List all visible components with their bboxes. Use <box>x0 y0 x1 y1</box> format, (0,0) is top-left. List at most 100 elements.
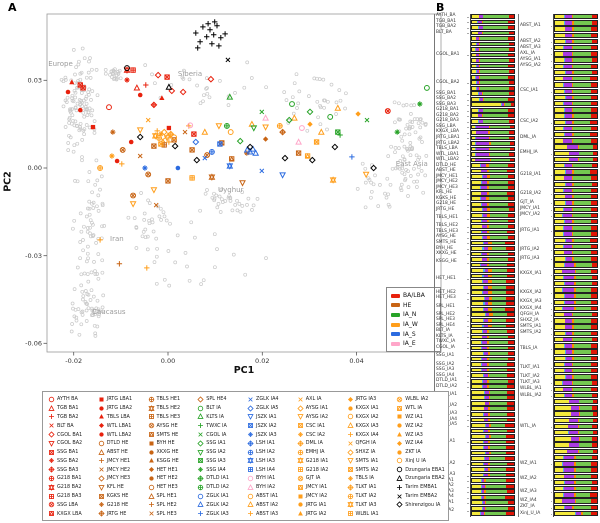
legend-item: BLT BA <box>48 421 98 430</box>
ancestry-segment-light-blue <box>475 147 476 151</box>
legend-population-label: SSG IA3 <box>206 457 226 464</box>
ancestry-segment-yellow <box>472 374 483 377</box>
ancestry-segment-orange <box>488 462 490 466</box>
legend-item: BLT IA <box>197 404 247 413</box>
ancestry-segment-orange <box>484 490 486 494</box>
ancestry-segment-orange <box>488 424 491 427</box>
admixture-group-JMCY_HE2 <box>471 179 515 186</box>
ancestry-segment-yellow <box>555 462 563 466</box>
ancestry-segment-orange <box>484 479 486 483</box>
ancestry-segment-red <box>509 131 514 134</box>
ancestry-segment-light-blue <box>483 418 485 422</box>
legend-item: EMHJ IA <box>297 448 347 457</box>
ancestry-segment-yellow <box>555 362 565 367</box>
label-leader-line <box>551 308 552 310</box>
ancestry-segment-light-blue <box>564 132 566 137</box>
admixture-group-ZGLK_IA4 <box>471 417 515 424</box>
ancestry-segment-red <box>507 418 514 422</box>
ancestry-segment-red <box>505 424 514 427</box>
ancestry-segment-orange <box>482 26 484 29</box>
ancestry-segment-green <box>483 20 509 24</box>
ancestry-segment-orange <box>486 225 490 228</box>
symbol-triangle-icon <box>197 501 204 508</box>
admixture-group-SPL_HE4 <box>471 323 515 330</box>
ancestry-segment-yellow <box>555 269 562 273</box>
ancestry-segment-purple <box>482 335 488 339</box>
admixture-bar <box>554 94 598 101</box>
legend-population-label: SMTS HE <box>156 431 179 438</box>
label-leader-line <box>467 149 469 150</box>
legend-item: G218 IA1 <box>297 456 347 465</box>
ancestry-segment-light-blue <box>475 59 477 62</box>
ancestry-segment-red <box>592 443 597 447</box>
admixture-bar <box>471 445 515 450</box>
legend-label: IA_W <box>403 321 418 329</box>
ancestry-segment-orange <box>574 455 576 460</box>
admixture-bar <box>554 417 598 424</box>
ancestry-segment-green <box>573 170 591 174</box>
ancestry-segment-orange <box>479 81 481 85</box>
ancestry-segment-purple <box>484 468 489 471</box>
admixture-bar <box>554 299 598 306</box>
legend-item: JRTG IA1 <box>297 500 347 509</box>
legend-population-label: TBLS HE1 <box>156 396 181 403</box>
ancestry-segment-green <box>573 114 591 118</box>
ancestry-segment-green <box>489 208 509 212</box>
ancestry-segment-orange <box>487 208 490 212</box>
ancestry-segment-orange <box>571 21 574 25</box>
ancestry-segment-orange <box>571 195 574 199</box>
ancestry-segment-green <box>489 225 508 228</box>
ancestry-segment-light-blue <box>475 136 477 140</box>
ancestry-segment-orange <box>489 435 491 438</box>
admixture-bar <box>471 41 515 47</box>
admixture-bar <box>471 124 515 130</box>
ancestry-segment-purple <box>565 393 572 398</box>
label-leader-line <box>551 66 552 68</box>
legend-item: WLBL IA2 <box>396 395 446 404</box>
ancestry-segment-green <box>573 257 592 261</box>
label-leader-line <box>551 426 552 428</box>
ancestry-segment-green <box>491 247 507 250</box>
symbol-triangle-icon <box>48 404 55 411</box>
sample-group-label: SPL_HE4 <box>436 322 455 328</box>
ancestry-segment-purple <box>483 385 488 389</box>
ancestry-segment-light-blue <box>481 357 482 361</box>
admixture-group-TBLS_HE1 <box>471 212 515 224</box>
symbol-circle-icon <box>247 493 254 499</box>
ancestry-segment-red <box>507 202 514 206</box>
admixture-bar <box>471 96 515 102</box>
symbol-updown-triangles-icon <box>297 457 304 465</box>
ancestry-segment-yellow <box>472 258 482 261</box>
ancestry-segment-light-blue <box>475 153 477 156</box>
ancestry-segment-yellow <box>472 147 476 151</box>
admixture-bar <box>554 119 598 125</box>
ancestry-segment-yellow <box>555 145 567 149</box>
ancestry-segment-purple <box>563 381 572 385</box>
admixture-bar <box>554 479 598 486</box>
ancestry-segment-purple <box>481 490 485 494</box>
ancestry-segment-orange <box>479 70 480 73</box>
ancestry-segment-green <box>573 362 591 367</box>
legend-item: KXGX IA1 <box>347 404 397 413</box>
label-leader-line <box>467 425 469 427</box>
legend-population-label: AXL IA <box>305 396 322 403</box>
ancestry-segment-orange <box>574 486 576 491</box>
sample-group-label: TBLS_HE1 <box>436 215 458 221</box>
ancestry-segment-orange <box>484 495 486 499</box>
ancestry-segment-yellow <box>555 431 569 435</box>
legend-item: SPL HE3 <box>148 509 198 518</box>
ancestry-segment-purple <box>478 31 483 35</box>
ancestry-segment-orange <box>571 350 574 354</box>
ancestry-segment-light-blue <box>564 505 566 509</box>
ancestry-segment-red <box>507 180 514 184</box>
ancestry-segment-green <box>575 294 592 298</box>
ancestry-segment-orange <box>488 429 490 433</box>
admixture-bar <box>471 135 515 141</box>
admixture-bar <box>471 146 515 152</box>
ancestry-segment-red <box>591 250 597 255</box>
ancestry-segment-yellow <box>472 379 482 383</box>
admixture-bar <box>554 336 598 343</box>
ancestry-segment-red <box>591 313 597 317</box>
legend-item: KSGG HE <box>148 456 198 465</box>
label-leader-line <box>467 237 469 239</box>
